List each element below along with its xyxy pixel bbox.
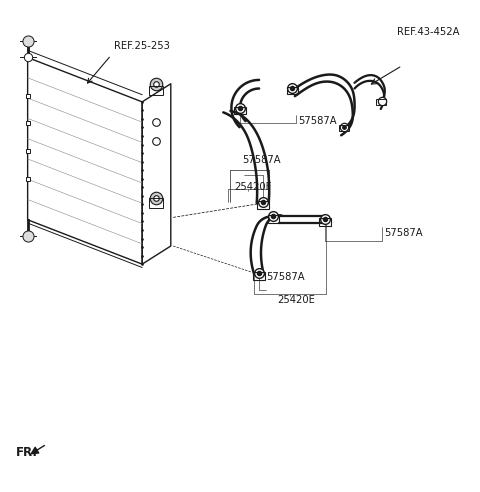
Bar <box>339 125 349 131</box>
Text: REF.25-253: REF.25-253 <box>114 41 169 51</box>
Text: 57587A: 57587A <box>266 272 305 282</box>
Bar <box>376 98 386 105</box>
Bar <box>287 87 298 94</box>
Bar <box>268 215 279 222</box>
Text: 57587A: 57587A <box>384 228 423 238</box>
Text: 57587A: 57587A <box>298 116 337 126</box>
Bar <box>319 218 331 226</box>
Bar <box>257 201 269 209</box>
Text: 57587A: 57587A <box>242 155 281 165</box>
Text: 25420E: 25420E <box>277 295 315 305</box>
Text: REF.43-452A: REF.43-452A <box>397 27 459 37</box>
Bar <box>253 272 265 280</box>
Bar <box>149 86 163 95</box>
Bar <box>234 107 246 114</box>
Text: FR.: FR. <box>16 446 38 459</box>
Bar <box>149 198 163 208</box>
Text: 25420F: 25420F <box>234 182 272 191</box>
